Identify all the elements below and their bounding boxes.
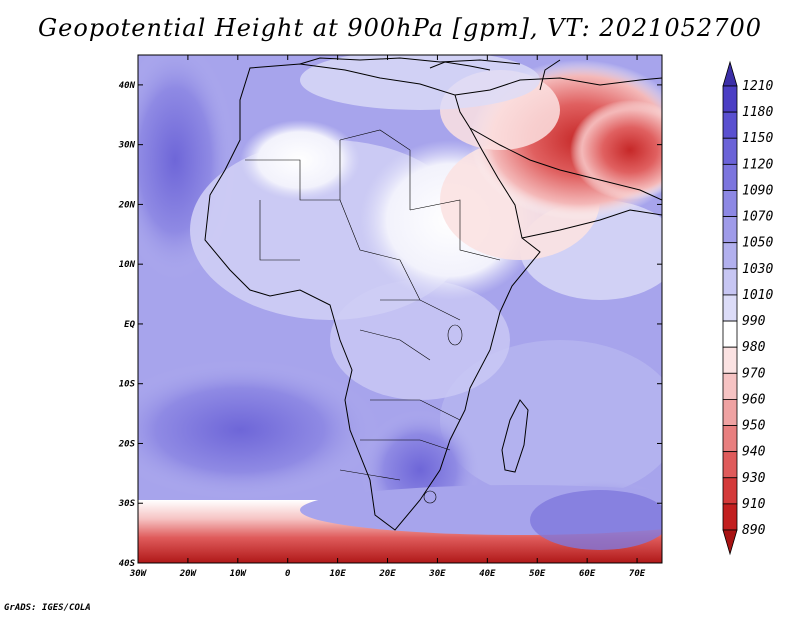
lon-tick-label: 40E [479,569,496,579]
lon-tick-label: 60E [579,569,596,579]
grads-credit: GrADS: IGES/COLA [4,603,91,613]
colorbar-label: 1120 [742,157,773,172]
lat-tick-label: 40N [119,81,136,91]
colorbar-swatch [722,268,738,296]
colorbar-swatch [722,190,738,217]
colorbar-label: 1150 [742,131,773,146]
colorbar-swatch [722,111,738,139]
colorbar-swatch [722,399,738,426]
lon-tick-label: 20E [378,569,396,579]
colorbar-swatch [722,425,738,453]
lon-tick-label: 50E [529,569,546,579]
colorbar-top-arrow [722,60,738,87]
colorbar-label: 1090 [742,183,773,198]
colorbar-label: 1010 [742,288,773,303]
colorbar-label: 1050 [742,236,773,251]
lat-tick-label: 30N [118,141,136,151]
map-title: Geopotential Height at 900hPa [gpm], VT:… [38,14,762,42]
colorbar: 1210 1180 1150 1120 1090 1070 1050 1030 1010 990 9… [722,60,773,556]
colorbar-swatch [722,137,738,165]
lon-tick-label: 10E [329,569,346,579]
lat-tick-label: 10S [119,380,136,390]
colorbar-label: 990 [742,314,766,329]
colorbar-swatch [722,320,738,348]
lat-tick-label: 20S [118,439,136,449]
lon-tick-label: 10W [230,569,248,579]
colorbar-swatch [722,477,738,505]
colorbar-label: 910 [742,497,766,512]
borders [245,129,501,504]
colorbar-swatch [722,503,738,531]
lat-tick-label: EQ [124,320,135,330]
plot-frame [137,54,663,564]
colorbar-swatch [722,372,738,400]
colorbar-label: 940 [742,445,766,460]
lat-tick-label: 10N [119,260,136,270]
colorbar-label: 890 [742,523,766,538]
lon-tick-label: 30E [428,569,446,579]
coastlines [204,57,662,531]
colorbar-label: 950 [742,419,766,434]
map-field [138,55,662,563]
axis-ticks: 30W 20W 10W 0 10E 20E 30E 40E 50E 60E 70E 40S 30S 20S… [118,55,662,579]
lon-tick-label: 0 [285,569,291,579]
colorbar-label: 970 [742,366,766,381]
colorbar-label: 1180 [742,105,773,120]
colorbar-label: 1030 [742,262,773,277]
colorbar-label: 980 [742,340,766,355]
lon-tick-label: 30W [129,569,148,579]
colorbar-label: 960 [742,392,766,407]
colorbar-label: 1210 [742,79,773,94]
colorbar-label: 930 [742,471,766,486]
colorbar-bottom-arrow [722,529,738,556]
colorbar-swatch [722,216,738,244]
lat-tick-label: 40S [119,559,136,569]
lon-tick-label: 20W [179,569,198,579]
lat-tick-label: 20N [118,200,136,210]
lon-tick-label: 70E [629,569,646,579]
colorbar-swatch [722,163,738,191]
lat-tick-label: 30S [118,499,136,509]
colorbar-swatch [722,346,738,374]
colorbar-swatch [722,242,738,270]
colorbar-label: 1070 [742,210,773,225]
colorbar-swatch [722,85,738,113]
colorbar-swatch [722,294,738,322]
colorbar-swatch [722,451,738,479]
